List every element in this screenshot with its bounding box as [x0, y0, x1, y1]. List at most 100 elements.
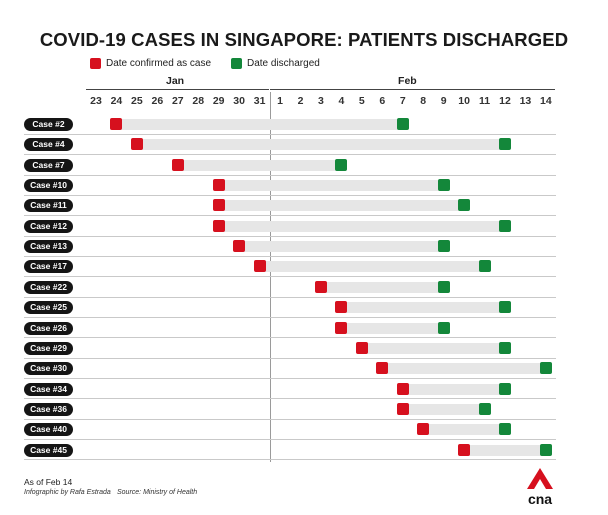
duration-bar	[320, 281, 444, 293]
x-tick-label: 28	[192, 95, 205, 107]
row-separator	[24, 215, 556, 217]
x-tick-label: 6	[379, 95, 386, 107]
case-label: Case #30	[24, 362, 73, 376]
case-row: Case #12	[0, 216, 608, 237]
row-separator	[24, 378, 556, 380]
x-tick-label: 1	[277, 95, 283, 107]
case-row: Case #29	[0, 338, 608, 359]
discharged-marker	[478, 260, 491, 273]
duration-bar	[361, 342, 505, 354]
case-row: Case #30	[0, 358, 608, 380]
case-label: Case #22	[24, 280, 73, 294]
discharged-marker	[437, 280, 450, 293]
confirmed-marker	[212, 179, 225, 192]
confirmed-marker	[253, 260, 266, 273]
x-tick-label: 31	[253, 95, 266, 107]
confirmed-marker	[376, 362, 389, 375]
discharged-marker	[396, 118, 409, 130]
duration-bar	[218, 200, 465, 212]
confirmed-marker	[212, 219, 225, 232]
case-label: Case #25	[24, 301, 73, 315]
duration-bar	[116, 119, 403, 130]
month-label-feb: Feb	[398, 75, 417, 87]
discharged-marker	[499, 382, 511, 395]
confirmed-marker	[171, 158, 184, 171]
case-row: Case #10	[0, 175, 608, 196]
row-separator	[24, 439, 556, 441]
case-label: Case #34	[24, 382, 73, 396]
case-label: Case #13	[24, 240, 73, 254]
duration-bar	[464, 444, 546, 456]
x-tick-label: 29	[212, 95, 225, 107]
row-separator	[24, 296, 556, 298]
row-separator	[24, 357, 556, 359]
discharged-marker	[539, 362, 552, 375]
case-label: Case #45	[24, 443, 73, 457]
row-separator	[24, 154, 556, 156]
case-row: Case #4	[0, 134, 608, 156]
x-tick-label: 11	[478, 95, 491, 107]
duration-bar	[402, 403, 485, 415]
case-row: Case #7	[0, 155, 608, 176]
x-tick-label: 4	[338, 95, 345, 107]
discharged-marker	[437, 179, 450, 192]
discharged-marker	[539, 443, 552, 456]
month-rule-feb	[270, 89, 555, 90]
legend-swatch-confirmed	[90, 58, 101, 69]
legend-label-confirmed: Date confirmed as case	[106, 58, 212, 69]
case-row: Case #36	[0, 399, 608, 420]
as-of-note: As of Feb 14	[24, 477, 73, 487]
month-label-jan: Jan	[166, 75, 185, 87]
x-tick-label: 13	[519, 95, 532, 107]
discharged-marker	[499, 138, 511, 151]
row-separator	[24, 398, 556, 400]
x-tick-label: 25	[131, 95, 143, 107]
confirmed-marker	[396, 402, 409, 415]
confirmed-marker	[396, 382, 409, 395]
case-label: Case #10	[24, 179, 73, 193]
row-separator	[24, 459, 556, 461]
case-label: Case #7	[24, 158, 73, 172]
row-separator	[24, 133, 556, 135]
case-label: Case #17	[24, 260, 73, 274]
row-separator	[24, 316, 556, 318]
case-label: Case #2	[24, 118, 73, 131]
cna-logo: cna	[522, 467, 558, 507]
duration-bar	[218, 180, 444, 192]
x-tick-label: 14	[540, 95, 552, 107]
case-row: Case #40	[0, 419, 608, 441]
confirmed-marker	[355, 341, 368, 354]
legend-label-discharged: Date discharged	[247, 58, 320, 69]
row-separator	[24, 235, 556, 237]
duration-bar	[341, 322, 444, 334]
case-row: Case #22	[0, 277, 608, 298]
confirmed-marker	[335, 321, 348, 334]
row-separator	[24, 255, 556, 257]
x-tick-label: 23	[90, 95, 102, 107]
case-row: Case #17	[0, 256, 608, 278]
source-credit: Source: Ministry of Health	[117, 489, 198, 496]
discharged-marker	[458, 199, 471, 212]
discharged-marker	[335, 158, 348, 171]
chart-title: COVID-19 CASES IN SINGAPORE: PATIENTS DI…	[39, 29, 569, 50]
x-tick-label: 30	[233, 95, 245, 107]
duration-bar	[177, 159, 342, 171]
legend-swatch-discharged	[231, 58, 242, 69]
x-tick-label: 9	[440, 95, 447, 107]
confirmed-marker	[417, 423, 430, 436]
x-tick-label: 27	[171, 95, 184, 107]
case-row: Case #34	[0, 379, 608, 400]
row-separator	[24, 194, 556, 196]
x-tick-label: 7	[399, 95, 406, 107]
case-label: Case #40	[24, 423, 73, 437]
case-label: Case #12	[24, 219, 73, 233]
case-label: Case #29	[24, 341, 73, 355]
cna-logo-mark: cna	[527, 468, 553, 507]
x-tick-label: 3	[318, 95, 324, 107]
duration-bar	[402, 383, 505, 395]
duration-bar	[218, 220, 505, 232]
confirmed-marker	[110, 118, 123, 130]
duration-bar	[341, 302, 505, 314]
duration-bar	[259, 261, 485, 273]
discharged-marker	[499, 341, 511, 354]
